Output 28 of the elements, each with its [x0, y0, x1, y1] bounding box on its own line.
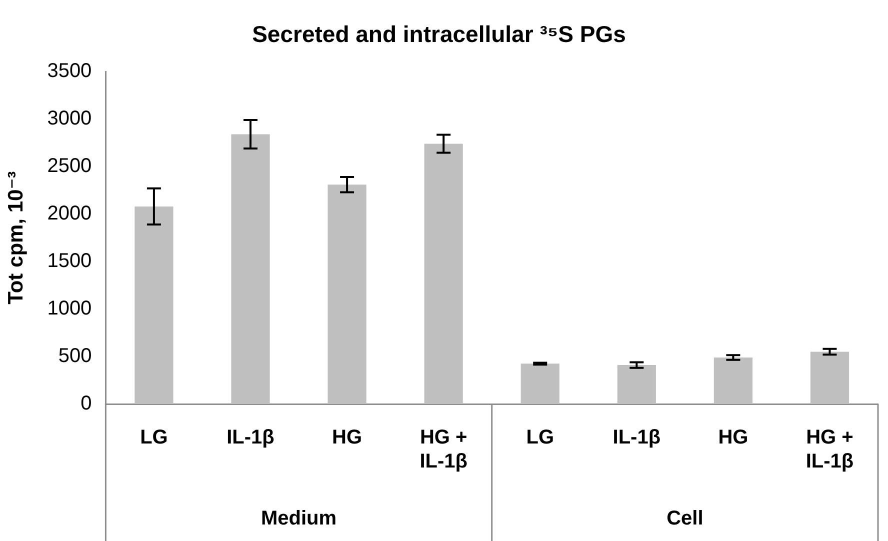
y-tick-label: 1500 — [47, 250, 92, 272]
x-tick-label: IL-1β — [226, 426, 274, 449]
y-tick-label: 3500 — [47, 60, 92, 82]
y-tick-label: 2000 — [47, 202, 92, 225]
y-tick-label: 0 — [80, 392, 92, 415]
bar — [328, 184, 366, 404]
x-tick-label: HG — [332, 426, 362, 449]
text: Medium — [260, 508, 337, 530]
bar — [520, 364, 560, 404]
bar — [231, 134, 270, 404]
x-tick-label: LG — [526, 426, 554, 449]
x-tick-label: HG + IL-1β — [420, 426, 468, 473]
y-tick-label: 500 — [58, 345, 92, 368]
bar — [617, 365, 656, 404]
bar — [714, 357, 752, 404]
y-tick-label: 1000 — [47, 298, 92, 320]
x-tick-label: LG — [140, 426, 168, 449]
x-tick-label: IL-1β — [612, 426, 661, 449]
y-tick-label: 3000 — [47, 108, 92, 130]
y-axis-title: Tot cpm, 10⁻³ — [4, 171, 28, 304]
bar — [424, 144, 463, 404]
x-tick-label: HG — [718, 426, 748, 449]
chart-title: Secreted and intracellular ³⁵S PGs — [252, 21, 626, 48]
x-tick-label: HG + IL-1β — [806, 426, 854, 473]
y-tick-label: 2500 — [47, 155, 92, 178]
bar — [810, 352, 850, 404]
bar — [134, 206, 174, 404]
text: Cell — [666, 508, 704, 530]
